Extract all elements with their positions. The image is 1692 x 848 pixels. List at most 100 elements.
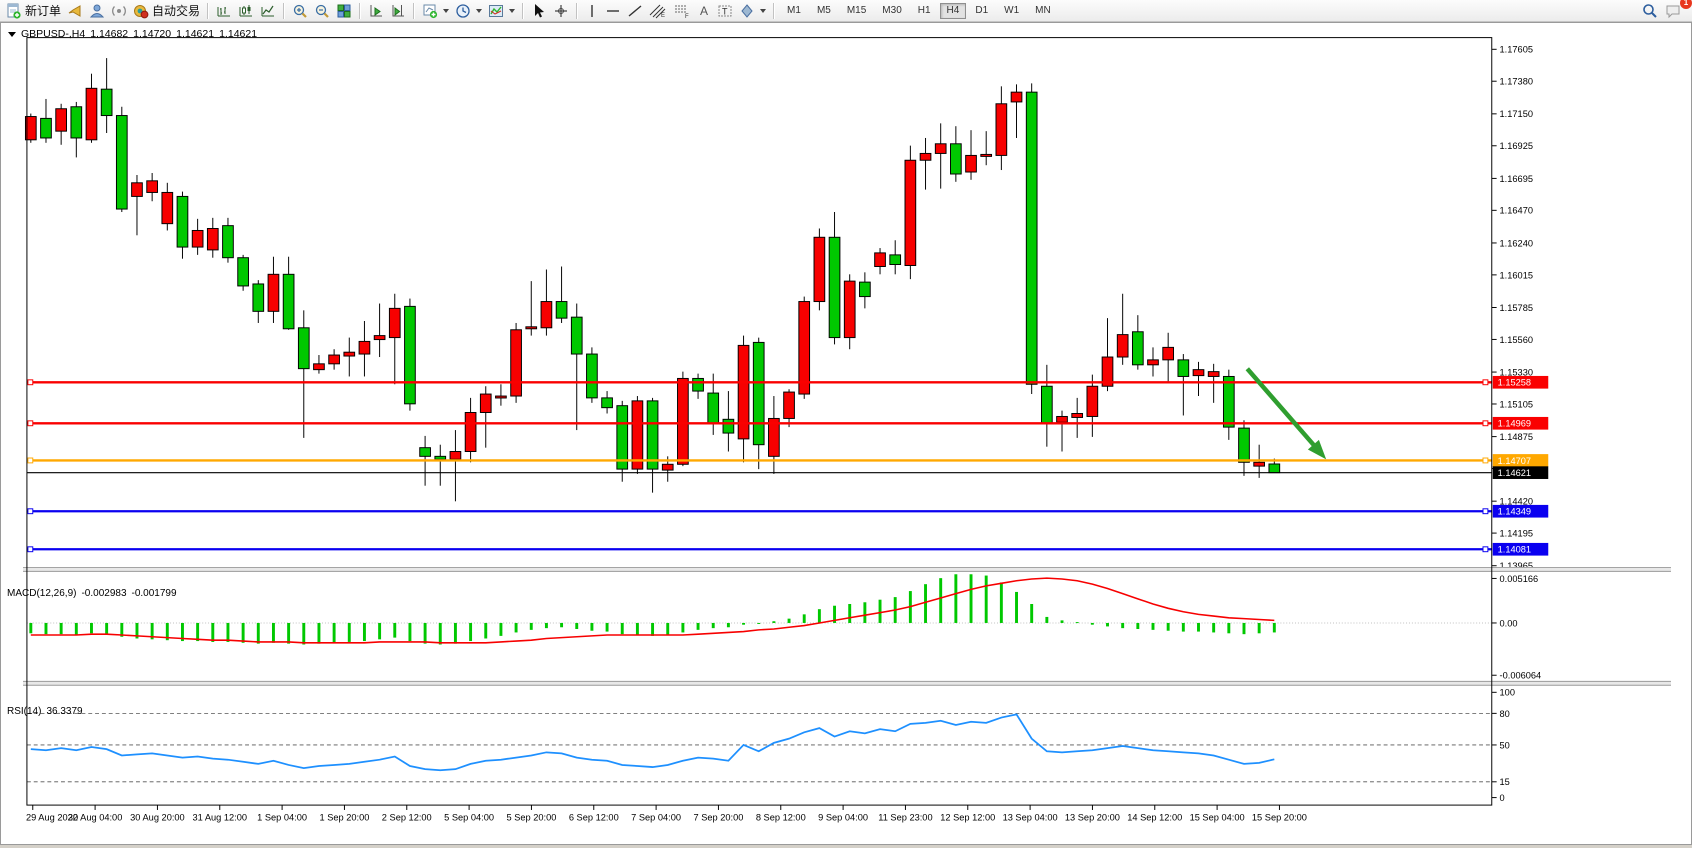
zoom-in-icon xyxy=(293,4,307,18)
open-value: 1.14682 xyxy=(90,28,129,40)
candle xyxy=(555,301,568,319)
macd-signal-line xyxy=(30,577,1275,644)
text-label-icon: T xyxy=(718,5,732,16)
signal-button[interactable] xyxy=(108,1,130,21)
line-handle[interactable] xyxy=(1482,420,1489,427)
line-handle[interactable] xyxy=(27,457,34,464)
svg-text:1.15258: 1.15258 xyxy=(1498,378,1531,388)
text-label-button[interactable]: T xyxy=(714,1,736,21)
line-chart-button[interactable] xyxy=(257,1,279,21)
candle xyxy=(631,400,644,470)
price-tick-label: 1.16695 xyxy=(1500,174,1533,184)
timeframe-w1[interactable]: W1 xyxy=(1004,4,1020,16)
channel-button[interactable]: E xyxy=(646,1,670,21)
tile-windows-button[interactable] xyxy=(333,1,355,21)
sound-button[interactable] xyxy=(64,1,86,21)
new-chart-button[interactable] xyxy=(419,1,452,21)
time-tick-label: 29 Aug 2022 xyxy=(26,813,78,823)
vertical-line-button[interactable] xyxy=(582,1,602,21)
indicators-icon xyxy=(489,4,504,17)
svg-text:1.14969: 1.14969 xyxy=(1498,419,1531,429)
chart-shift-button[interactable] xyxy=(387,1,409,21)
fibonacci-button[interactable]: F xyxy=(670,1,694,21)
window-bottom-edge xyxy=(0,845,1692,848)
line-handle[interactable] xyxy=(1482,457,1489,464)
candle xyxy=(707,392,720,424)
candle-chart-button[interactable] xyxy=(235,1,257,21)
horizontal-line-icon xyxy=(607,9,620,12)
chevron-down-icon xyxy=(476,8,483,13)
new-order-button[interactable]: 新订单 xyxy=(3,1,64,21)
line-handle[interactable] xyxy=(27,546,34,553)
line-handle[interactable] xyxy=(27,508,34,515)
timeframe-d1[interactable]: D1 xyxy=(975,4,989,16)
sound-icon xyxy=(68,4,81,17)
crosshair-button[interactable] xyxy=(550,1,572,21)
vertical-line-icon xyxy=(591,4,593,17)
price-tick-label: 1.15785 xyxy=(1500,303,1533,313)
candle xyxy=(1131,331,1144,366)
price-tick-label: 1.17150 xyxy=(1500,109,1533,119)
chat-icon xyxy=(1666,5,1680,18)
timeframe-m30[interactable]: M30 xyxy=(882,4,902,16)
line-handle[interactable] xyxy=(1482,379,1489,386)
line-handle[interactable] xyxy=(1482,546,1489,553)
candle xyxy=(661,463,674,471)
search-button[interactable] xyxy=(1638,1,1662,21)
cursor-button[interactable] xyxy=(528,1,550,21)
line-handle[interactable] xyxy=(1482,508,1489,515)
time-tick-label: 15 Sep 20:00 xyxy=(1252,813,1307,823)
time-tick-label: 8 Sep 12:00 xyxy=(756,813,806,823)
trendline-button[interactable] xyxy=(624,1,646,21)
candle xyxy=(1116,334,1129,358)
chat-button[interactable]: 1 xyxy=(1662,0,1692,21)
price-tick-label: 1.17380 xyxy=(1500,77,1533,87)
shapes-icon xyxy=(741,3,753,18)
candle xyxy=(1162,346,1175,361)
low-value: 1.14621 xyxy=(176,28,215,40)
chart-canvas[interactable]: 1.17605 1.17380 1.17150 1.16925 1.16695 1.164… xyxy=(1,23,1692,846)
candle xyxy=(904,159,917,266)
signal-icon xyxy=(112,5,126,16)
new-order-label: 新订单 xyxy=(25,4,62,18)
candle xyxy=(570,316,583,355)
contacts-button[interactable] xyxy=(86,1,108,21)
timeframe-mn[interactable]: MN xyxy=(1035,4,1051,16)
svg-text:1.14081: 1.14081 xyxy=(1498,545,1531,555)
svg-text:A: A xyxy=(700,4,708,18)
svg-text:1.14621: 1.14621 xyxy=(1498,468,1531,478)
rsi-axis-label: 80 xyxy=(1500,709,1510,719)
shapes-button[interactable] xyxy=(736,1,769,21)
line-handle[interactable] xyxy=(27,420,34,427)
bid-price-tag: 1.14621 xyxy=(1492,466,1549,479)
main-toolbar: 新订单 自动交易 xyxy=(0,0,1692,22)
timeframe-m15[interactable]: M15 xyxy=(846,4,867,16)
candle xyxy=(889,254,902,266)
candle xyxy=(950,143,962,175)
timeframe-m1[interactable]: M1 xyxy=(787,4,801,16)
candle xyxy=(479,393,492,413)
candle xyxy=(24,116,37,141)
auto-trading-button[interactable]: 自动交易 xyxy=(130,1,203,21)
auto-scroll-icon xyxy=(370,4,383,16)
indicators-button[interactable] xyxy=(485,1,518,21)
candle xyxy=(540,301,553,329)
candle xyxy=(525,326,538,330)
timeframe-h4[interactable]: H4 xyxy=(939,2,967,19)
periods-button[interactable] xyxy=(452,1,485,21)
timeframe-m5[interactable]: M5 xyxy=(816,4,831,16)
line-handle[interactable] xyxy=(27,379,34,386)
zoom-in-button[interactable] xyxy=(289,1,311,21)
text-button[interactable]: A xyxy=(694,1,714,21)
price-lines[interactable] xyxy=(26,379,1492,553)
chart-shift-icon xyxy=(392,4,405,16)
horizontal-line-button[interactable] xyxy=(602,1,624,21)
bar-chart-button[interactable] xyxy=(213,1,235,21)
timeframe-h1[interactable]: H1 xyxy=(917,4,931,16)
auto-scroll-button[interactable] xyxy=(365,1,387,21)
trend-arrow[interactable] xyxy=(1245,367,1327,460)
zoom-out-button[interactable] xyxy=(311,1,333,21)
time-tick-label: 13 Sep 04:00 xyxy=(1003,813,1058,823)
contacts-icon xyxy=(89,4,105,17)
